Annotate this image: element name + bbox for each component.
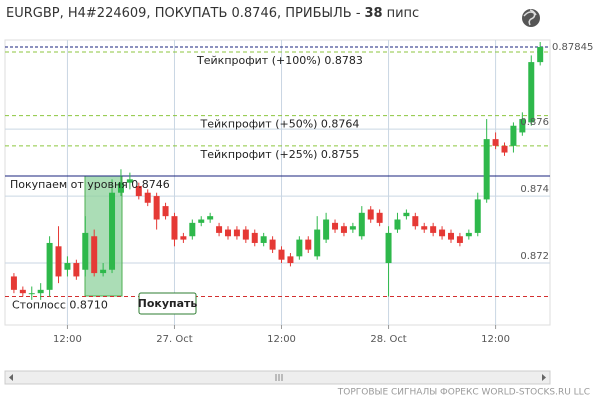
candle-body (474, 199, 481, 233)
candle-body (91, 236, 98, 274)
x-tick-label: 12:00 (481, 334, 510, 345)
candle-body (64, 263, 71, 270)
candle-body (198, 219, 205, 223)
candle-body (376, 212, 383, 223)
candle-body (189, 222, 196, 237)
x-tick-label: 28. Oct (370, 334, 406, 345)
scroll-thumb[interactable] (275, 374, 283, 381)
scrollbar[interactable] (4, 370, 551, 385)
candle-body (537, 47, 544, 63)
entry-zone (84, 175, 123, 297)
candle-body (412, 216, 419, 227)
candle-body (180, 236, 187, 240)
candle-body (233, 229, 240, 237)
profit-unit: пипс (387, 6, 420, 21)
grid (5, 40, 550, 329)
candle-body (367, 209, 374, 220)
candle-body (207, 216, 214, 220)
candle-body (447, 232, 454, 240)
scroll-right[interactable] (542, 374, 546, 381)
candle-body (251, 232, 258, 243)
candle-body (510, 125, 517, 146)
candle-body (144, 192, 151, 203)
candle-body (242, 229, 249, 240)
x-tick-label: 27. Oct (156, 334, 192, 345)
candle-body (171, 216, 178, 240)
y-tick-label: 0.874 (520, 184, 549, 195)
candle-body (403, 212, 410, 217)
candle-body (82, 232, 89, 270)
candle-body (340, 226, 347, 233)
candle-body (465, 232, 472, 237)
candle-body (305, 239, 312, 250)
candle-body (46, 242, 53, 290)
candle-body (519, 119, 526, 133)
candle-body (162, 206, 169, 217)
level-label: Тейкпрофит (+100%) 0.8783 (196, 54, 363, 67)
candle-body (278, 249, 285, 260)
candle-body (19, 289, 26, 294)
profit: 38 (365, 6, 383, 21)
chart-title: EURGBP, H4#224609, ПОКУПАТЬ 0.8746, ПРИБ… (6, 6, 419, 21)
candle-body (528, 62, 535, 123)
candle-body (349, 226, 356, 230)
candle-body (260, 236, 267, 243)
candle-body (10, 276, 17, 290)
globe-lines (523, 9, 537, 26)
candle-body (332, 222, 339, 230)
candle-body (394, 219, 401, 230)
candle-body (109, 192, 116, 270)
candle-body (28, 293, 35, 295)
y-tick-label: 0.876 (520, 117, 549, 128)
current-price-label: 0.87845 (552, 42, 593, 53)
levels (5, 46, 550, 298)
level-label: Тейкпрофит (+50%) 0.8764 (200, 118, 360, 131)
candles (10, 42, 544, 300)
candle-body (314, 229, 321, 257)
button-label[interactable]: Покупать (138, 297, 198, 310)
candle-body (126, 179, 133, 183)
candle-body (216, 226, 223, 233)
candle-body (73, 263, 80, 277)
candle-body (483, 139, 490, 200)
scroll-track[interactable] (4, 370, 551, 385)
candle-body (439, 229, 446, 237)
candle-body (456, 236, 463, 243)
candle-body (269, 239, 276, 250)
candle-body (385, 232, 392, 264)
candle-body (153, 196, 160, 220)
candle-body (135, 186, 142, 197)
x-tick-label: 12:00 (267, 334, 296, 345)
candle-body (55, 246, 62, 277)
footer: ТОРГОВЫЕ СИГНАЛЫ ФОРЕКС WORLD-STOCKS.RU … (337, 388, 590, 398)
candle-body (296, 239, 303, 257)
candle-body (37, 289, 44, 294)
candle-body (492, 139, 499, 146)
candle-body (224, 229, 231, 237)
globe-icon[interactable] (522, 9, 540, 27)
x-tick-label: 12:00 (53, 334, 82, 345)
labels: 0.872 0.874 0.876 12:00 27. Oct 12:00 28. Oct 1… (10, 42, 593, 345)
candle-body (117, 182, 124, 193)
level-label: Стоплосс 0.8710 (12, 299, 108, 312)
buy-button[interactable]: Покупать (138, 292, 198, 315)
candle-body (421, 226, 428, 230)
level-label: Покупаем от уровня 0.8746 (10, 178, 170, 191)
candle-body (501, 145, 508, 153)
y-tick-label: 0.872 (520, 251, 549, 262)
candle-body (323, 219, 330, 240)
level-label: Тейкпрофит (+25%) 0.8755 (200, 148, 360, 161)
candle-body (430, 226, 437, 233)
candle-body (287, 256, 294, 264)
title-text: EURGBP, H4#224609, ПОКУПАТЬ 0.8746, ПРИБ… (6, 6, 361, 21)
scroll-left[interactable] (9, 374, 13, 381)
candle-body (100, 269, 107, 274)
plot-frame (4, 39, 551, 326)
candle-body (358, 212, 365, 237)
button-frame[interactable] (138, 292, 197, 315)
